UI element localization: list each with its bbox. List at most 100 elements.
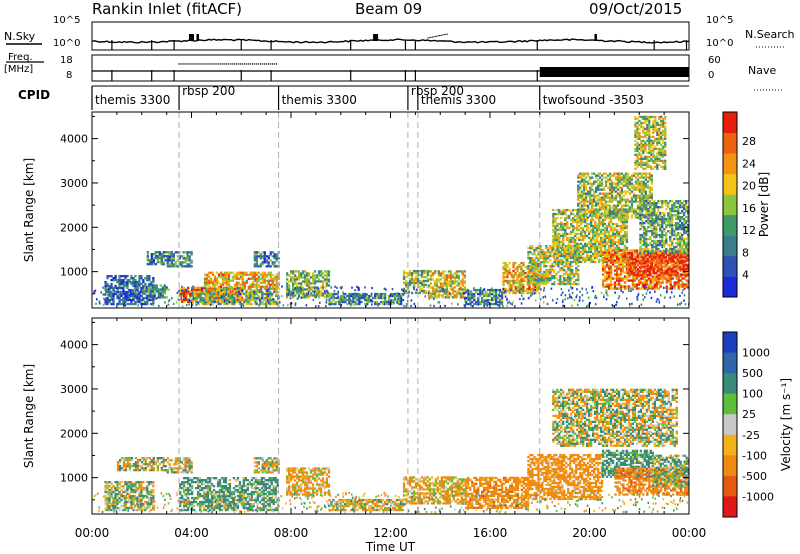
power-cell bbox=[483, 294, 486, 298]
power-cell bbox=[174, 261, 177, 264]
power-cell bbox=[338, 296, 341, 300]
power-cell bbox=[213, 277, 217, 280]
power-cell bbox=[641, 277, 644, 280]
nsky-spike-0 bbox=[189, 34, 194, 41]
power-cell bbox=[453, 290, 456, 293]
power-cell bbox=[179, 290, 182, 293]
power-cell bbox=[138, 275, 141, 278]
nave-dot bbox=[234, 63, 236, 65]
power-cell bbox=[122, 275, 125, 278]
power-cell bbox=[374, 292, 377, 296]
nave-dot bbox=[253, 63, 256, 65]
power-cell bbox=[597, 182, 600, 185]
power-cell bbox=[608, 216, 612, 219]
power-cell bbox=[567, 282, 570, 286]
power-cell bbox=[207, 273, 211, 276]
power-cell bbox=[426, 271, 430, 275]
power-cell bbox=[195, 296, 198, 300]
power-cell bbox=[574, 258, 577, 262]
power-cell bbox=[172, 253, 175, 256]
power-cell bbox=[624, 214, 628, 217]
power-cell bbox=[108, 286, 111, 290]
power-cell bbox=[545, 282, 548, 286]
power-cell bbox=[378, 302, 381, 306]
power-cell bbox=[223, 279, 227, 282]
power-cell bbox=[582, 238, 585, 242]
power-cell bbox=[599, 198, 602, 201]
power-cell bbox=[643, 206, 646, 209]
power-cell bbox=[661, 273, 664, 276]
power-cell bbox=[649, 224, 652, 227]
power-cell bbox=[564, 212, 567, 216]
power-cell bbox=[529, 282, 532, 286]
power-cell bbox=[609, 267, 613, 270]
power-cell bbox=[247, 298, 250, 302]
power-cell bbox=[558, 212, 561, 216]
power-cell bbox=[178, 261, 181, 264]
power-cell bbox=[402, 269, 406, 273]
power-cell bbox=[552, 220, 555, 224]
power-cell bbox=[612, 208, 616, 211]
power-cell bbox=[527, 279, 530, 282]
power-cell bbox=[649, 226, 652, 229]
power-cell bbox=[227, 296, 230, 300]
power-cell bbox=[551, 249, 554, 252]
power-cell bbox=[170, 257, 173, 260]
power-cell bbox=[124, 277, 127, 280]
power-cell bbox=[686, 274, 689, 277]
power-cell bbox=[463, 288, 466, 291]
power-cell bbox=[640, 254, 643, 257]
power-cell bbox=[539, 261, 542, 264]
power-cell bbox=[620, 206, 624, 209]
power-cell bbox=[665, 277, 668, 280]
power-cell bbox=[292, 282, 295, 285]
power-cell bbox=[613, 273, 617, 276]
power-cell bbox=[286, 292, 289, 295]
power-cell bbox=[607, 253, 611, 256]
power-cell bbox=[661, 233, 664, 237]
power-cell bbox=[655, 287, 658, 290]
power-cell bbox=[590, 242, 593, 246]
power-cell bbox=[253, 273, 256, 276]
power-cell bbox=[203, 290, 206, 294]
power-cell bbox=[469, 290, 472, 294]
power-cell bbox=[651, 230, 654, 233]
power-cell bbox=[126, 282, 129, 286]
power-cell bbox=[630, 216, 634, 219]
power-cell bbox=[599, 244, 603, 248]
power-cell bbox=[604, 210, 608, 213]
power-cell bbox=[142, 296, 145, 300]
power-cell bbox=[315, 276, 319, 279]
power-cell bbox=[670, 256, 673, 259]
power-cell bbox=[534, 285, 537, 289]
power-cell bbox=[263, 292, 266, 296]
power-cell bbox=[619, 259, 623, 262]
nsearch-dot bbox=[445, 33, 447, 36]
power-cell bbox=[420, 281, 424, 285]
power-cell bbox=[463, 286, 466, 289]
power-cell bbox=[235, 289, 239, 292]
power-cell bbox=[309, 294, 313, 297]
power-cell bbox=[140, 288, 143, 292]
power-cell bbox=[275, 294, 278, 298]
power-cell bbox=[678, 258, 681, 261]
power-cell bbox=[611, 255, 615, 258]
power-cell bbox=[372, 296, 375, 300]
power-cell bbox=[576, 218, 579, 222]
power-cell bbox=[292, 290, 295, 293]
power-cell bbox=[155, 288, 158, 291]
power-cell bbox=[677, 279, 680, 282]
power-cell bbox=[616, 182, 620, 185]
nsky-label: N.Sky bbox=[4, 30, 36, 43]
power-cell bbox=[166, 261, 169, 264]
power-cell bbox=[188, 259, 191, 262]
power-cell bbox=[253, 296, 256, 300]
power-cell bbox=[611, 277, 615, 280]
power-cell bbox=[140, 282, 143, 286]
power-cell bbox=[251, 275, 254, 278]
power-cell bbox=[233, 273, 237, 276]
power-cell bbox=[288, 286, 291, 289]
power-cell bbox=[647, 218, 650, 221]
power-cell bbox=[451, 274, 454, 277]
power-cell bbox=[147, 292, 150, 295]
